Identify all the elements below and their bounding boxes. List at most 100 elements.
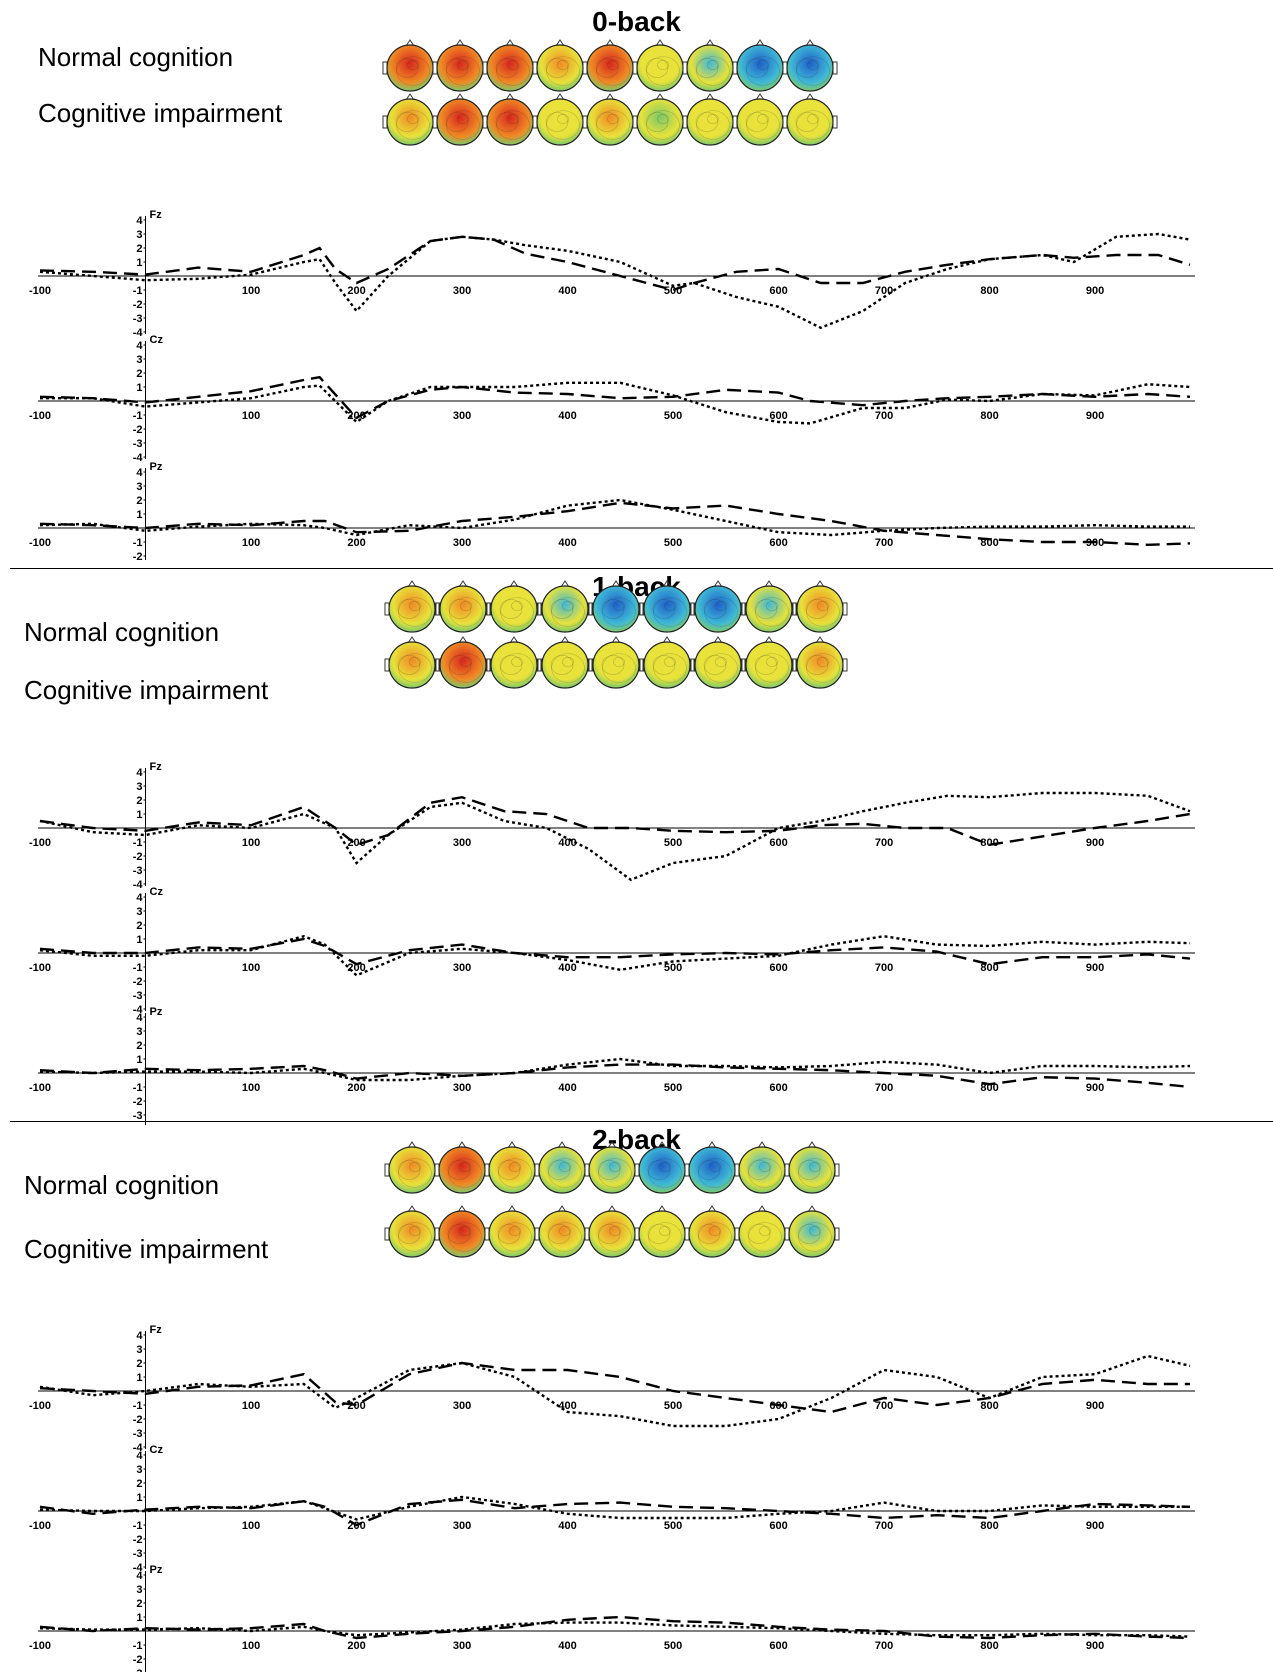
erp-waveforms: Fz 4 3 2 1 -1 -2 -3 -4 -100 100 200 300 400 500 600 700 8… bbox=[29, 761, 1195, 1125]
topomap-impaired-7 bbox=[684, 1205, 740, 1258]
x-tick-label: -100 bbox=[29, 962, 51, 974]
x-tick-label: 600 bbox=[769, 837, 787, 849]
x-tick-label: 600 bbox=[769, 1520, 787, 1532]
topomap-normal-2 bbox=[435, 580, 491, 633]
x-tick-label: 900 bbox=[1086, 285, 1104, 297]
topomap-impaired-4 bbox=[537, 636, 593, 689]
x-tick-label: 600 bbox=[769, 410, 787, 422]
x-tick-label: 300 bbox=[453, 285, 471, 297]
series-dotted bbox=[39, 232, 1191, 330]
y-tick-label: -2 bbox=[133, 551, 143, 560]
x-tick-label: 700 bbox=[875, 410, 893, 422]
topomap-normal-1 bbox=[384, 580, 440, 633]
y-tick-label: -4 bbox=[133, 1124, 144, 1125]
y-tick-label: 1 bbox=[136, 382, 142, 394]
series-dotted bbox=[39, 1621, 1191, 1638]
y-tick-label: 2 bbox=[136, 1598, 142, 1610]
topomap-impaired-3 bbox=[482, 93, 538, 146]
x-tick-label: 200 bbox=[347, 537, 365, 549]
x-tick-label: 100 bbox=[242, 1640, 260, 1652]
x-tick-label: 700 bbox=[875, 285, 893, 297]
x-tick-label: 700 bbox=[875, 537, 893, 549]
x-tick-label: -100 bbox=[29, 537, 51, 549]
panel-divider bbox=[10, 1121, 1273, 1122]
y-tick-label: -3 bbox=[133, 1548, 143, 1560]
series-dotted bbox=[39, 934, 1191, 977]
x-tick-label: 900 bbox=[1086, 410, 1104, 422]
x-tick-label: 200 bbox=[347, 1400, 365, 1412]
y-tick-label: 3 bbox=[136, 906, 142, 918]
topomap-impaired-5 bbox=[584, 1205, 640, 1258]
channel-pz: Pz 4 3 2 1 -1 -2 -3 -4 -100 100 200 300 400 500 600 700 8… bbox=[29, 1564, 1195, 1672]
topomap-normal-9 bbox=[784, 1141, 840, 1194]
y-tick-label: -3 bbox=[133, 1110, 143, 1122]
y-tick-label: -4 bbox=[133, 879, 144, 891]
topomap-normal-8 bbox=[734, 1141, 790, 1194]
y-tick-label: 4 bbox=[136, 767, 143, 779]
topomap-normal-6 bbox=[632, 39, 688, 92]
series-dashed bbox=[39, 501, 1191, 547]
series-dashed bbox=[39, 795, 1191, 847]
topomap-impaired-1 bbox=[384, 636, 440, 689]
x-tick-label: 700 bbox=[875, 1520, 893, 1532]
series-dashed bbox=[39, 235, 1191, 292]
channel-label: Pz bbox=[150, 1564, 163, 1576]
x-tick-label: 500 bbox=[664, 537, 682, 549]
topomap-normal-4 bbox=[532, 39, 588, 92]
topomap-impaired-5 bbox=[582, 93, 638, 146]
series-dashed bbox=[39, 1615, 1191, 1640]
y-tick-label: 2 bbox=[136, 1040, 142, 1052]
topomap-impaired-4 bbox=[532, 93, 588, 146]
x-tick-label: 900 bbox=[1086, 1400, 1104, 1412]
y-tick-label: 1 bbox=[136, 1492, 142, 1504]
y-tick-label: -4 bbox=[133, 327, 144, 339]
y-tick-label: -4 bbox=[133, 1004, 144, 1016]
x-tick-label: 400 bbox=[558, 1082, 576, 1094]
topomap-impaired-3 bbox=[484, 1205, 540, 1258]
topomap-normal-4 bbox=[537, 580, 593, 633]
series-dotted bbox=[39, 791, 1191, 882]
topomap-impaired-2 bbox=[435, 636, 491, 689]
y-tick-label: 1 bbox=[136, 809, 142, 821]
y-tick-label: 1 bbox=[136, 1612, 142, 1624]
x-tick-label: 700 bbox=[875, 1400, 893, 1412]
y-tick-label: 3 bbox=[136, 781, 142, 793]
x-tick-label: 400 bbox=[558, 285, 576, 297]
y-tick-label: 4 bbox=[136, 1450, 143, 1462]
series-dashed bbox=[39, 1498, 1191, 1527]
y-tick-label: -1 bbox=[133, 285, 143, 297]
panel-1-back: 1-back Normal cognition Cognitive impair… bbox=[0, 565, 1273, 1125]
topomap-impaired-2 bbox=[434, 1205, 490, 1258]
y-tick-label: -2 bbox=[133, 1414, 143, 1426]
x-tick-label: -100 bbox=[29, 1640, 51, 1652]
topomap-impaired-2 bbox=[432, 93, 488, 146]
topomap-normal-5 bbox=[584, 1141, 640, 1194]
channel-pz: Pz 4 3 2 1 -1 -2 -3 -4 -100 100 200 300 400 500 600 700 8… bbox=[29, 1006, 1195, 1125]
x-tick-label: 800 bbox=[980, 1640, 998, 1652]
y-tick-label: 1 bbox=[136, 1054, 142, 1066]
y-tick-label: 4 bbox=[136, 467, 143, 479]
y-tick-label: 2 bbox=[136, 795, 142, 807]
topomap-normal-1 bbox=[382, 39, 438, 92]
x-tick-label: 900 bbox=[1086, 837, 1104, 849]
panel-0-back: 0-back Normal cognition Cognitive impair… bbox=[0, 0, 1273, 560]
topomap-normal-9 bbox=[782, 39, 838, 92]
y-tick-label: -4 bbox=[133, 1442, 144, 1454]
y-tick-label: -2 bbox=[133, 976, 143, 988]
x-tick-label: 400 bbox=[558, 962, 576, 974]
y-tick-label: -1 bbox=[133, 962, 143, 974]
topomap-normal-7 bbox=[682, 39, 738, 92]
y-tick-label: 3 bbox=[136, 481, 142, 493]
x-tick-label: 600 bbox=[769, 1082, 787, 1094]
x-tick-label: 300 bbox=[453, 1640, 471, 1652]
x-tick-label: 100 bbox=[242, 1082, 260, 1094]
topomap-normal-6 bbox=[639, 580, 695, 633]
x-tick-label: 100 bbox=[242, 1520, 260, 1532]
x-tick-label: 200 bbox=[347, 1082, 365, 1094]
topomap-grid bbox=[384, 1141, 840, 1258]
topomap-normal-3 bbox=[484, 1141, 540, 1194]
y-tick-label: 3 bbox=[136, 1584, 142, 1596]
x-tick-label: -100 bbox=[29, 410, 51, 422]
